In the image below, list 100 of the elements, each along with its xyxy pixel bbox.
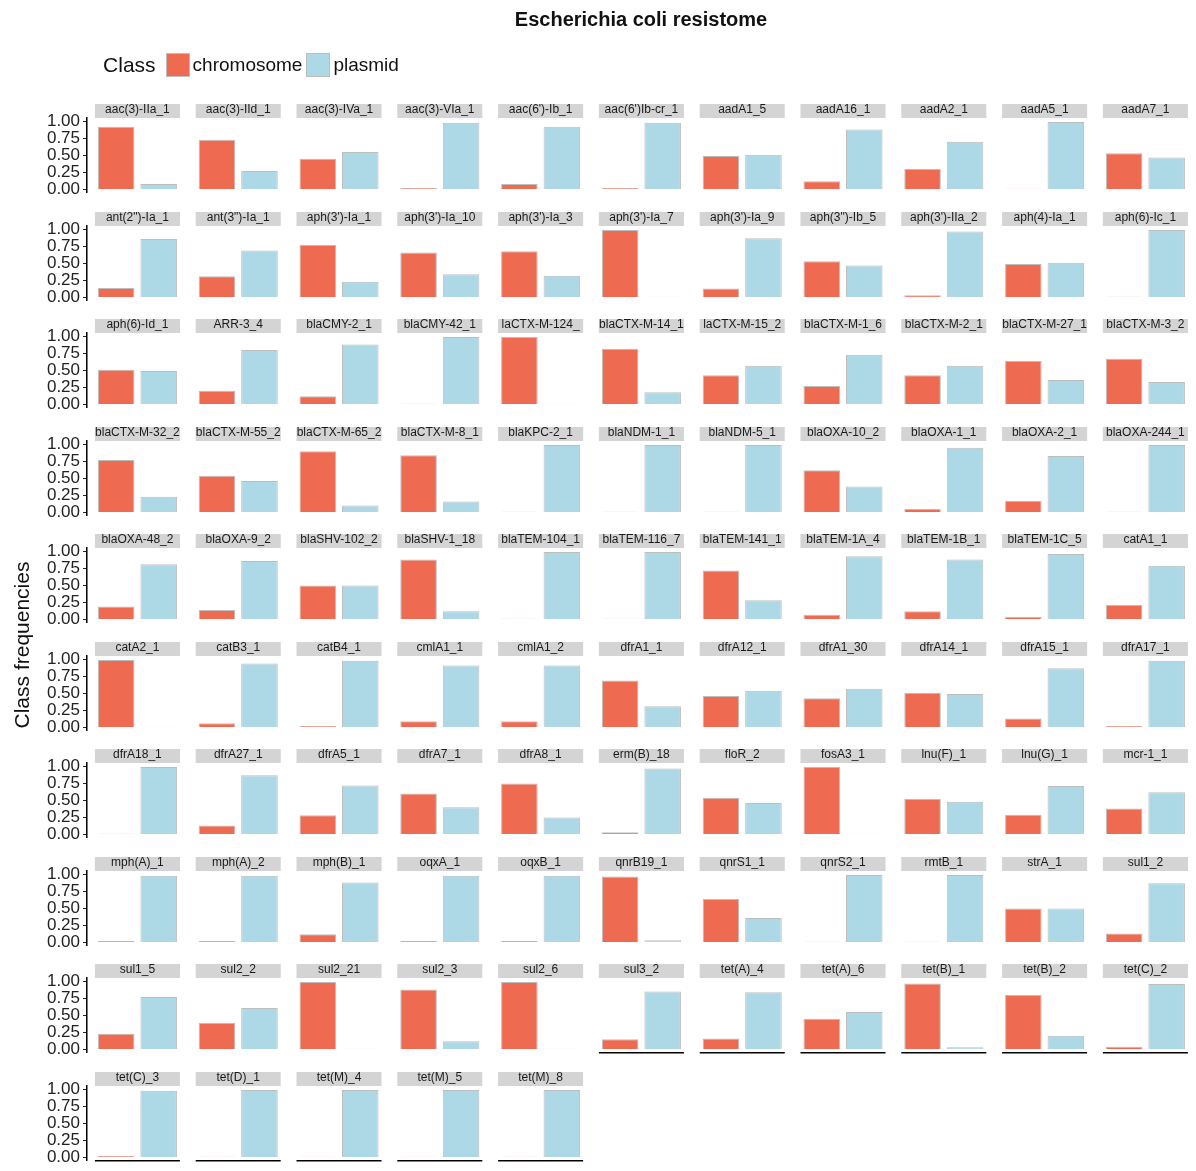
x-tick-label: aadA2_1 bbox=[919, 102, 969, 117]
y-tick-label: 0.00 bbox=[47, 394, 81, 414]
x-tick-label: blaCTX-M-14_1 bbox=[599, 317, 685, 332]
x-tick-label: blaCTX-M-3_2 bbox=[1106, 317, 1185, 332]
x-tick-label: mph(A)_2 bbox=[211, 854, 265, 869]
y-tick-label: 0.25 bbox=[47, 592, 81, 612]
x-tick-label: aac(3)-VIa_1 bbox=[405, 102, 475, 117]
x-tick-label: floR_2 bbox=[724, 747, 760, 762]
x-tick-label: dfrA1_30 bbox=[818, 639, 868, 654]
x-tick-label: aph(6)-Ic_1 bbox=[1114, 209, 1177, 224]
x-tick-label: laCTX-M-15_2 bbox=[703, 317, 782, 332]
y-tick-label: 0.25 bbox=[47, 484, 81, 504]
y-tick-label: 1.00 bbox=[47, 756, 81, 776]
x-tick-label: blaCTX-M-55_2 bbox=[195, 424, 282, 439]
x-tick-label: blaCTX-M-27_1 bbox=[1002, 317, 1088, 332]
y-tick-label: 0.00 bbox=[47, 501, 81, 521]
x-tick-label: tet(D)_1 bbox=[216, 1069, 261, 1084]
y-tick-label: 1.00 bbox=[47, 541, 81, 561]
x-tick-label: aph(3')-Ia_7 bbox=[609, 209, 674, 224]
y-tick-label: 0.25 bbox=[47, 162, 81, 182]
y-tick-label: 0.50 bbox=[47, 145, 81, 165]
x-tick-label: blaNDM-1_1 bbox=[607, 424, 676, 439]
x-tick-label: dfrA15_1 bbox=[1020, 639, 1070, 654]
x-tick-label: blaOXA-2_1 bbox=[1012, 424, 1078, 439]
y-tick-label: 1.00 bbox=[47, 326, 81, 346]
y-tick-label: 1.00 bbox=[47, 218, 81, 238]
x-tick-label: blaOXA-1_1 bbox=[911, 424, 977, 439]
x-tick-label: tet(C)_2 bbox=[1123, 962, 1168, 977]
y-tick-label: 0.75 bbox=[47, 558, 81, 578]
x-tick-label: dfrA7_1 bbox=[418, 747, 462, 762]
y-tick-label: 0.00 bbox=[47, 609, 81, 629]
x-tick-label: aph(3')-Ia_10 bbox=[404, 209, 476, 224]
x-tick-label: ARR-3_4 bbox=[213, 317, 264, 332]
y-tick-label: 0.25 bbox=[47, 914, 81, 934]
y-tick-label: 0.75 bbox=[47, 988, 81, 1008]
x-tick-label: blaTEM-116_7 bbox=[602, 532, 681, 547]
x-tick-label: erm(B)_18 bbox=[613, 747, 671, 762]
x-tick-label: sul1_5 bbox=[119, 962, 156, 977]
y-tick-label: 1.00 bbox=[47, 971, 81, 991]
x-tick-label: dfrA8_1 bbox=[519, 747, 563, 762]
x-tick-label: sul2_6 bbox=[523, 962, 559, 977]
x-tick-label: tet(A)_6 bbox=[821, 962, 865, 977]
x-tick-label: blaTEM-141_1 bbox=[702, 532, 782, 547]
y-tick-label: 0.75 bbox=[47, 450, 81, 470]
x-tick-label: tet(C)_3 bbox=[115, 1069, 160, 1084]
x-tick-label: aph(4)-Ia_1 bbox=[1013, 209, 1077, 224]
x-tick-label: aadA5_1 bbox=[1020, 102, 1070, 117]
y-tick-label: 0.50 bbox=[47, 1112, 81, 1132]
x-tick-label: aph(3")-Ib_5 bbox=[809, 209, 877, 224]
x-tick-label: blaOXA-10_2 bbox=[807, 424, 880, 439]
x-tick-label: blaTEM-1B_1 bbox=[907, 532, 981, 547]
x-tick-label: tet(M)_5 bbox=[417, 1069, 463, 1084]
y-tick-label: 0.00 bbox=[47, 1146, 81, 1166]
y-tick-label: 0.75 bbox=[47, 128, 81, 148]
x-tick-label: catA2_1 bbox=[115, 639, 160, 654]
y-tick-label: 0.00 bbox=[47, 824, 81, 844]
x-tick-label: qnrS2_1 bbox=[820, 854, 867, 869]
y-tick-label: 0.50 bbox=[47, 1005, 81, 1025]
x-tick-label: tet(B)_2 bbox=[1023, 962, 1067, 977]
x-tick-label: blaTEM-104_1 bbox=[501, 532, 581, 547]
x-tick-label: blaCMY-42_1 bbox=[403, 317, 477, 332]
x-tick-label: tet(M)_8 bbox=[518, 1069, 564, 1084]
x-tick-label: dfrA18_1 bbox=[113, 747, 163, 762]
x-tick-label: catB4_1 bbox=[317, 639, 362, 654]
y-tick-label: 0.25 bbox=[47, 377, 81, 397]
x-tick-label: catA1_1 bbox=[1123, 532, 1168, 547]
y-tick-label: 1.00 bbox=[47, 111, 81, 131]
x-tick-label: oqxA_1 bbox=[419, 854, 461, 869]
y-tick-label: 0.75 bbox=[47, 1095, 81, 1115]
y-tick-label: 1.00 bbox=[47, 648, 81, 668]
y-tick-label: 1.00 bbox=[47, 1078, 81, 1098]
x-tick-label: aac(6')-Ib_1 bbox=[508, 102, 573, 117]
x-tick-label: blaCTX-M-8_1 bbox=[400, 424, 480, 439]
y-tick-label: 0.50 bbox=[47, 360, 81, 380]
x-tick-label: blaTEM-1C_5 bbox=[1007, 532, 1083, 547]
x-tick-label: aph(3')-Ia_1 bbox=[306, 209, 372, 224]
x-tick-label: cmlA1_2 bbox=[517, 639, 565, 654]
x-tick-label: rmtB_1 bbox=[924, 854, 964, 869]
x-tick-label: blaTEM-1A_4 bbox=[806, 532, 881, 547]
x-tick-label: strA_1 bbox=[1027, 854, 1063, 869]
y-tick-label: 0.25 bbox=[47, 807, 81, 827]
y-tick-label: 0.75 bbox=[47, 880, 81, 900]
x-tick-label: tet(B)_1 bbox=[922, 962, 966, 977]
x-tick-label: sul2_2 bbox=[220, 962, 257, 977]
legend-label: chromosome bbox=[192, 54, 303, 76]
x-tick-label: mph(B)_1 bbox=[312, 854, 366, 869]
x-tick-label: blaOXA-48_2 bbox=[101, 532, 174, 547]
x-tick-label: catB3_1 bbox=[216, 639, 261, 654]
y-tick-label: 0.75 bbox=[47, 343, 81, 363]
x-tick-label: qnrB19_1 bbox=[615, 854, 668, 869]
x-tick-label: mcr-1_1 bbox=[1123, 747, 1168, 762]
x-tick-label: ant(3")-Ia_1 bbox=[206, 209, 271, 224]
text: Class frequencies bbox=[10, 561, 34, 729]
x-tick-label: sul2_21 bbox=[318, 962, 361, 977]
y-tick-label: 0.25 bbox=[47, 1022, 81, 1042]
y-tick-label: 1.00 bbox=[47, 863, 81, 883]
x-tick-label: lnu(G)_1 bbox=[1021, 747, 1069, 762]
y-tick-label: 0.75 bbox=[47, 235, 81, 255]
x-tick-label: dfrA17_1 bbox=[1121, 639, 1171, 654]
y-tick-label: 0.50 bbox=[47, 467, 81, 487]
